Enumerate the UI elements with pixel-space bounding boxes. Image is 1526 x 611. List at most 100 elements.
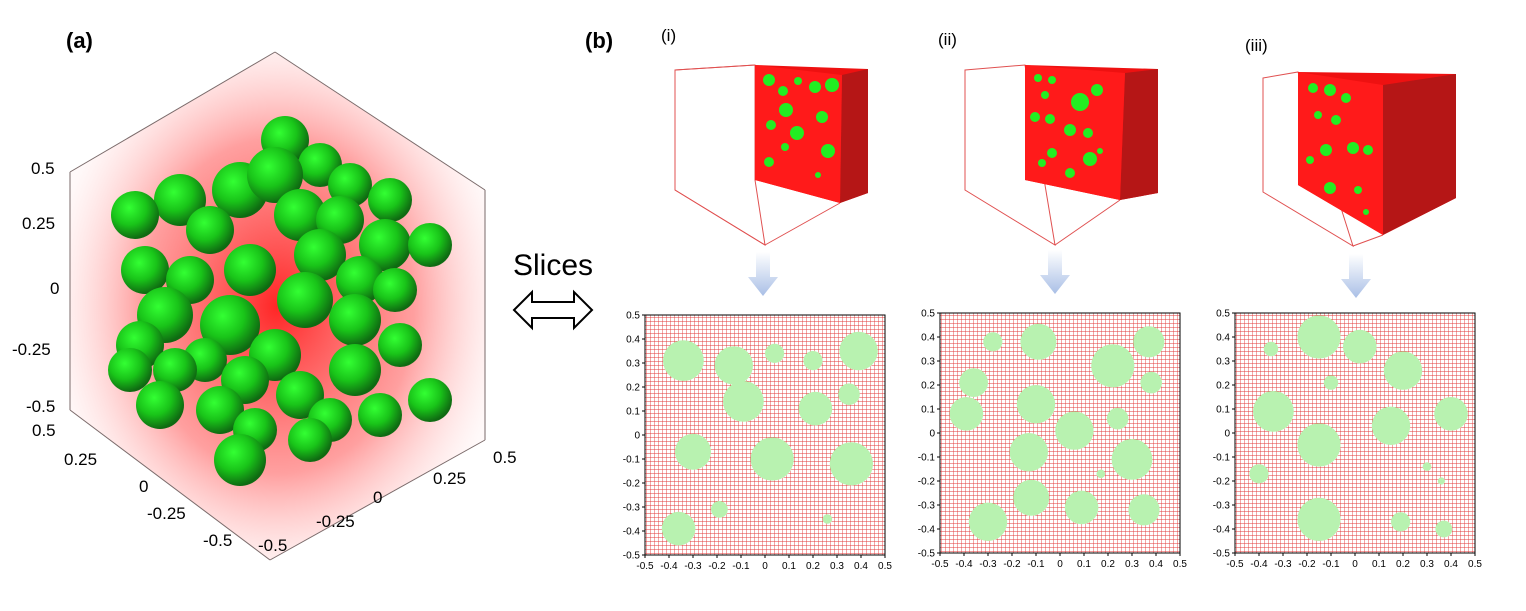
x-tick-label: 0.5	[1468, 559, 1482, 570]
inclusion-4	[959, 368, 988, 397]
inclusion-14	[1064, 490, 1099, 525]
slice-plot-iii: -0.5 -0.4 -0.3 -0.2 -0.1 0 0.1 0.2 0.3 0.4 0.5 0.5 0…	[1213, 309, 1483, 571]
sphere-12	[408, 223, 452, 267]
panel-b-label: (b)	[585, 28, 614, 53]
x-tick-label: -0.3	[1274, 559, 1292, 570]
x-tick-label: 0.3	[1420, 559, 1434, 570]
x-tick-label: 0.3	[830, 561, 844, 572]
sphere-33	[196, 386, 244, 434]
x-tick-label: -0.4	[1250, 559, 1268, 570]
inclusion-1	[1343, 329, 1377, 364]
sphere-11	[359, 219, 411, 271]
y-tick-label: -0.4	[918, 525, 936, 536]
x-tick-label: 0.4	[1444, 559, 1458, 570]
sphere-36	[408, 378, 452, 422]
y-tick-label: -0.1	[918, 453, 936, 464]
y-tick-label: -0.2	[1213, 477, 1231, 488]
spheres	[108, 116, 452, 486]
inclusion-5	[1140, 371, 1162, 394]
x-tick-label: -0.5	[1226, 559, 1244, 570]
x-tick-label: -0.5	[636, 561, 654, 572]
inclusion-16	[968, 502, 1008, 541]
x-tick-label: -0.3	[979, 559, 997, 570]
inclusion-12	[1297, 497, 1341, 541]
panel-a-label: (a)	[66, 28, 93, 53]
sphere-18	[373, 268, 417, 312]
z-tick-0: 0.5	[31, 159, 55, 178]
sphere-22	[329, 294, 381, 346]
inclusion-0	[1297, 315, 1341, 359]
x-tick-3: 0.25	[433, 469, 467, 488]
x-tick-label: 0.1	[782, 561, 796, 572]
sublabel-i: (i)	[661, 26, 677, 45]
y-tick-label: -0.1	[623, 455, 641, 466]
x-tick-4: 0.5	[493, 448, 517, 467]
slice-plot-i: -0.5 -0.4 -0.3 -0.2 -0.1 0 0.1 0.2 0.3 0.4 0.5 0.5 0…	[623, 311, 893, 573]
sphere-7	[368, 178, 412, 222]
inclusion-6	[949, 397, 984, 431]
y-tick-label: 0.4	[921, 333, 935, 344]
inclusion-7	[1434, 397, 1468, 431]
inclusion-7	[838, 383, 860, 405]
z-tick-2: 0	[50, 279, 60, 298]
x-tick-label: 0.2	[1101, 559, 1115, 570]
slice-plot-ii: -0.5 -0.4 -0.3 -0.2 -0.1 0 0.1 0.2 0.3 0.4 0.5 0.5 0…	[918, 309, 1188, 571]
y-tick-2: 0	[139, 477, 149, 496]
inclusion-9	[1249, 464, 1269, 484]
x-tick-label: -0.5	[931, 559, 949, 570]
cube-slice-ii	[964, 64, 1158, 246]
sphere-5	[111, 191, 159, 239]
y-tick-label: 0.2	[1216, 381, 1230, 392]
y-tick-label: -0.2	[918, 477, 936, 488]
down-arrow-icon-iii	[1341, 254, 1371, 298]
y-tick-0: 0.5	[32, 421, 56, 440]
inclusion-11	[1437, 477, 1445, 485]
x-tick-label: -0.1	[1027, 559, 1045, 570]
down-arrow-icon-i	[748, 252, 778, 296]
y-tick-1: 0.25	[64, 450, 98, 469]
sublabel-ii: (ii)	[938, 30, 957, 49]
inclusion-3	[1383, 351, 1423, 390]
y-tick-label: 0.5	[921, 309, 935, 320]
x-tick-2: 0	[373, 488, 383, 507]
sphere-21	[200, 295, 260, 355]
x-tick-label: 0.2	[806, 561, 820, 572]
z-tick-1: 0.25	[22, 214, 56, 233]
y-tick-label: 0.3	[921, 357, 935, 368]
y-tick-label: 0	[1224, 429, 1230, 440]
inclusion-0	[663, 340, 704, 381]
z-tick-4: -0.5	[26, 397, 56, 416]
y-tick-label: 0.1	[626, 407, 640, 418]
z-tick-3: -0.25	[12, 340, 51, 359]
inclusion-8	[675, 433, 711, 470]
sphere-16	[294, 229, 346, 281]
y-tick-label: 0.2	[626, 383, 640, 394]
inclusion-11	[661, 511, 696, 546]
x-tick-label: -0.2	[1003, 559, 1021, 570]
x-tick-label: -0.1	[1322, 559, 1340, 570]
y-tick-label: 0.5	[1216, 309, 1230, 320]
box-edges	[69, 51, 486, 561]
inclusion-15	[1128, 494, 1160, 526]
inclusion-2	[1263, 341, 1279, 357]
sphere-13	[121, 246, 169, 294]
y-tick-label: -0.3	[1213, 501, 1231, 512]
x-tick-label: 0	[1352, 559, 1358, 570]
inclusion-7	[1016, 385, 1056, 424]
inclusion-9	[1106, 407, 1129, 430]
inclusion-11	[1111, 439, 1153, 480]
inclusion-5	[723, 381, 764, 422]
y-tick-label: -0.5	[918, 549, 936, 560]
cube-slice-i	[674, 64, 868, 246]
y-tick-label: -0.5	[1213, 549, 1231, 560]
double-arrow-icon	[512, 289, 594, 331]
inclusion-13	[1391, 512, 1411, 532]
inclusion-8	[1055, 411, 1094, 450]
inclusion-4	[1323, 375, 1339, 390]
x-tick-1: -0.25	[316, 512, 355, 531]
y-tick-label: 0.1	[1216, 405, 1230, 416]
x-tick-label: 0.5	[878, 561, 892, 572]
sphere-31	[329, 344, 381, 396]
y-tick-label: -0.1	[1213, 453, 1231, 464]
